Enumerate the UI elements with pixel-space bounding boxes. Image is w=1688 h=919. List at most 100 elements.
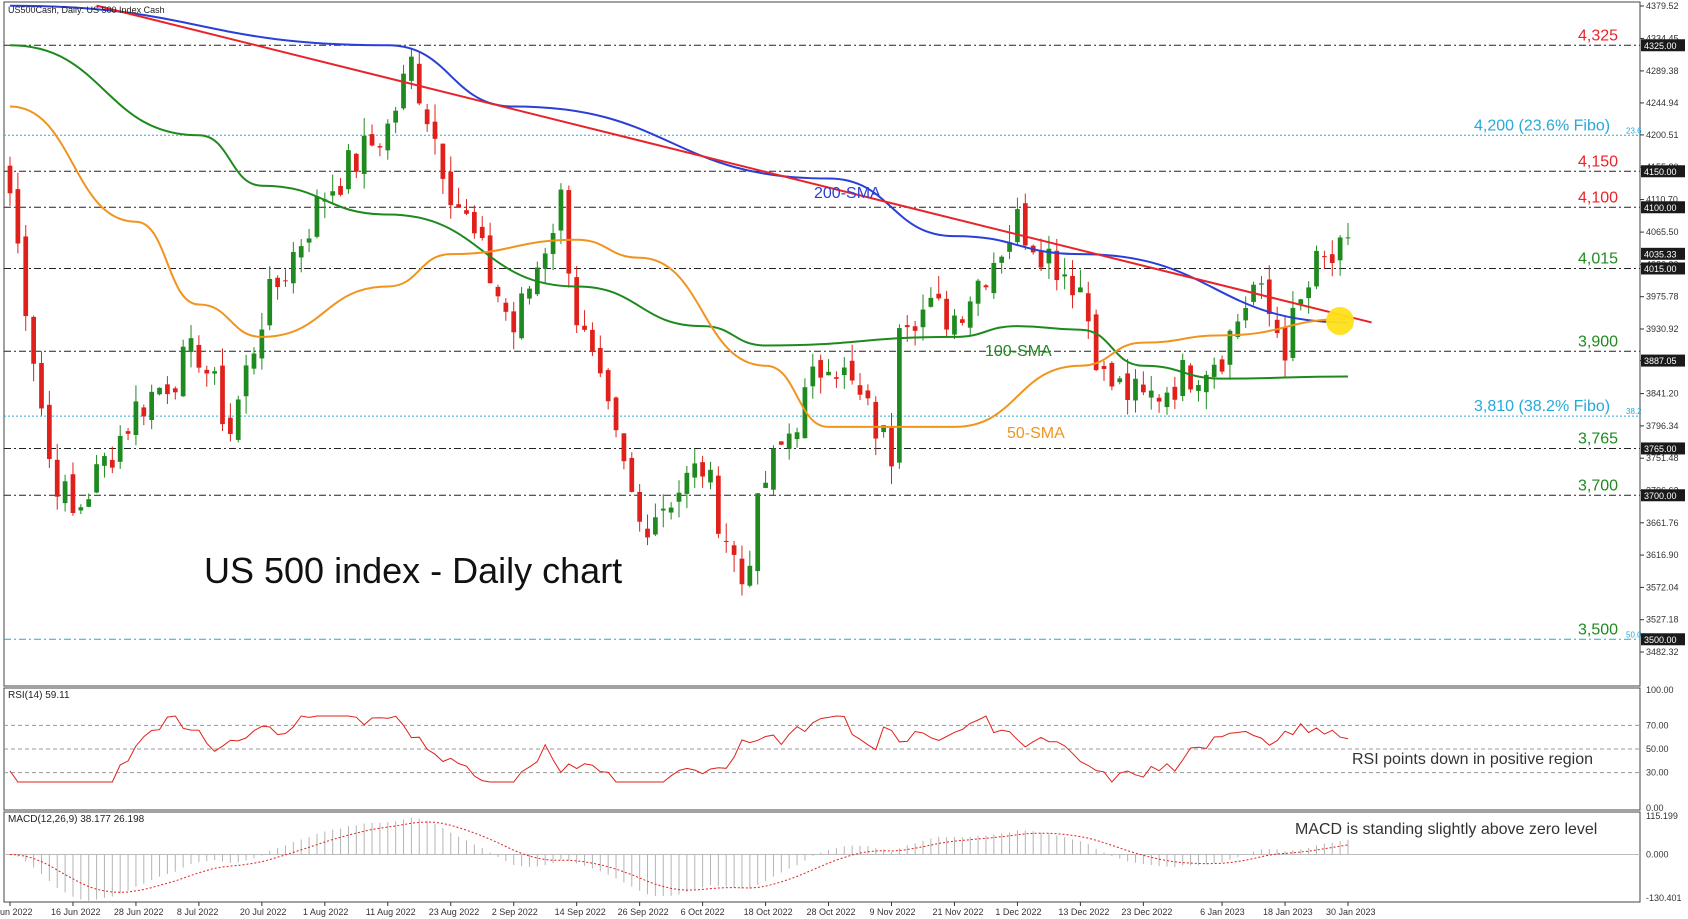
- candle-body: [456, 204, 461, 208]
- price-tag-bg: [1641, 247, 1685, 260]
- candle-body: [786, 433, 792, 449]
- date-tick-label: 9 Nov 2022: [870, 907, 916, 917]
- price-tag: 4325.00: [1644, 41, 1677, 51]
- candle-body: [172, 388, 178, 393]
- candle-body: [117, 435, 123, 462]
- candle-body: [542, 253, 548, 269]
- macd-panel-frame: [3, 811, 1641, 903]
- date-tick-label: 6 Jun 2022: [0, 907, 33, 917]
- candle-body: [1125, 373, 1130, 401]
- candle-body: [1022, 203, 1028, 246]
- rsi-comment: RSI points down in positive region: [1352, 751, 1593, 768]
- date-tick-label: 18 Oct 2022: [744, 907, 793, 917]
- candle-body: [527, 288, 532, 299]
- price-tick-label: 3572.04: [1646, 582, 1679, 592]
- price-tick-label: 4065.50: [1646, 227, 1679, 237]
- candle-body: [590, 329, 595, 352]
- candle-body: [597, 347, 603, 374]
- candle-body: [31, 316, 36, 364]
- date-tick-label: 26 Sep 2022: [618, 907, 669, 917]
- rsi-title: RSI(14) 59.11: [8, 690, 70, 701]
- candle-body: [330, 191, 336, 196]
- candle-body: [369, 134, 375, 146]
- candle-body: [613, 397, 619, 431]
- candle-body: [39, 362, 44, 409]
- candle-body: [204, 369, 210, 374]
- price-tick-label: 3661.76: [1646, 518, 1679, 528]
- candle-body: [440, 143, 446, 179]
- price-tag-bg: [1641, 165, 1685, 178]
- candle-body: [1054, 250, 1060, 281]
- candle-body: [228, 417, 233, 434]
- date-tick-label: 2 Sep 2022: [492, 907, 538, 917]
- level-label-4200: 4,200 (23.6% Fibo): [1474, 117, 1610, 134]
- candle-body: [149, 391, 155, 421]
- candle-body: [361, 135, 367, 174]
- date-tick-label: 20 Jul 2022: [240, 907, 287, 917]
- date-tick-label: 6 Jan 2023: [1200, 907, 1245, 917]
- candle-body: [1078, 287, 1083, 293]
- candle-body: [157, 387, 162, 395]
- candle-body: [23, 236, 29, 317]
- rsi-indicator: 100.00 70.00 50.00 30.00 0.00: [4, 685, 1674, 813]
- candle-body: [141, 407, 147, 417]
- candle-body: [70, 474, 76, 514]
- date-tick-label: 1 Dec 2022: [995, 907, 1041, 917]
- price-tag-bg: [1641, 489, 1685, 502]
- price-tag: 4015.00: [1644, 264, 1677, 274]
- candle-body: [259, 329, 265, 359]
- date-tick-label: 8 Jul 2022: [177, 907, 219, 917]
- candle-body: [353, 153, 359, 172]
- candle-body: [1164, 392, 1170, 408]
- candle-body: [283, 280, 288, 282]
- candle-body: [936, 293, 942, 299]
- candle-body: [1314, 250, 1319, 287]
- candle-body: [920, 309, 926, 328]
- candle-body: [1109, 362, 1115, 387]
- chart-title: US500Cash, Daily: US 500 Index Cash: [8, 5, 165, 15]
- price-tick-label: 4379.52: [1646, 1, 1679, 11]
- price-tag-bg: [1641, 201, 1685, 214]
- macd-comment: MACD is standing slightly above zero lev…: [1295, 821, 1597, 838]
- date-tick-label: 13 Dec 2022: [1058, 907, 1109, 917]
- fibo-tag-4200: 23.6: [1626, 126, 1642, 135]
- candle-body: [645, 528, 650, 538]
- price-tag-bg: [1641, 262, 1685, 275]
- candle-body: [1322, 256, 1327, 258]
- candle-body: [763, 482, 768, 488]
- fibo-tag-3500: 50.0: [1626, 630, 1642, 639]
- candle-body: [849, 360, 855, 381]
- candle-body: [629, 457, 635, 492]
- candle-body: [873, 401, 879, 439]
- candle-body: [723, 540, 729, 542]
- candle-body: [708, 469, 713, 483]
- macd-signal-line: [9, 821, 1349, 893]
- trendline: [96, 4, 1372, 336]
- candle-body: [1046, 248, 1052, 264]
- level-label-3765: 3,765: [1578, 430, 1618, 447]
- candle-body: [991, 262, 997, 294]
- candle-body: [1235, 321, 1241, 337]
- candle-body: [818, 360, 824, 378]
- candle-body: [802, 387, 808, 439]
- candle-body: [881, 425, 886, 433]
- level-label-3810: 3,810 (38.2% Fibo): [1474, 398, 1610, 415]
- candlesticks: [7, 47, 1351, 596]
- price-tick-label: 3930.92: [1646, 324, 1679, 334]
- candle-body: [393, 110, 399, 123]
- candle-body: [1345, 237, 1351, 239]
- date-tick-label: 18 Jan 2023: [1263, 907, 1313, 917]
- candle-body: [267, 278, 273, 326]
- candle-body: [424, 109, 430, 125]
- candle-body: [401, 73, 406, 109]
- candle-body: [1290, 307, 1296, 358]
- candle-body: [558, 189, 564, 231]
- candle-body: [1070, 275, 1075, 296]
- candle-body: [959, 319, 965, 323]
- candle-body: [1180, 360, 1186, 396]
- macd-indicator: 115.199 0.000 -130.401: [4, 811, 1682, 903]
- candle-body: [1117, 378, 1123, 383]
- candle-body: [1015, 209, 1020, 243]
